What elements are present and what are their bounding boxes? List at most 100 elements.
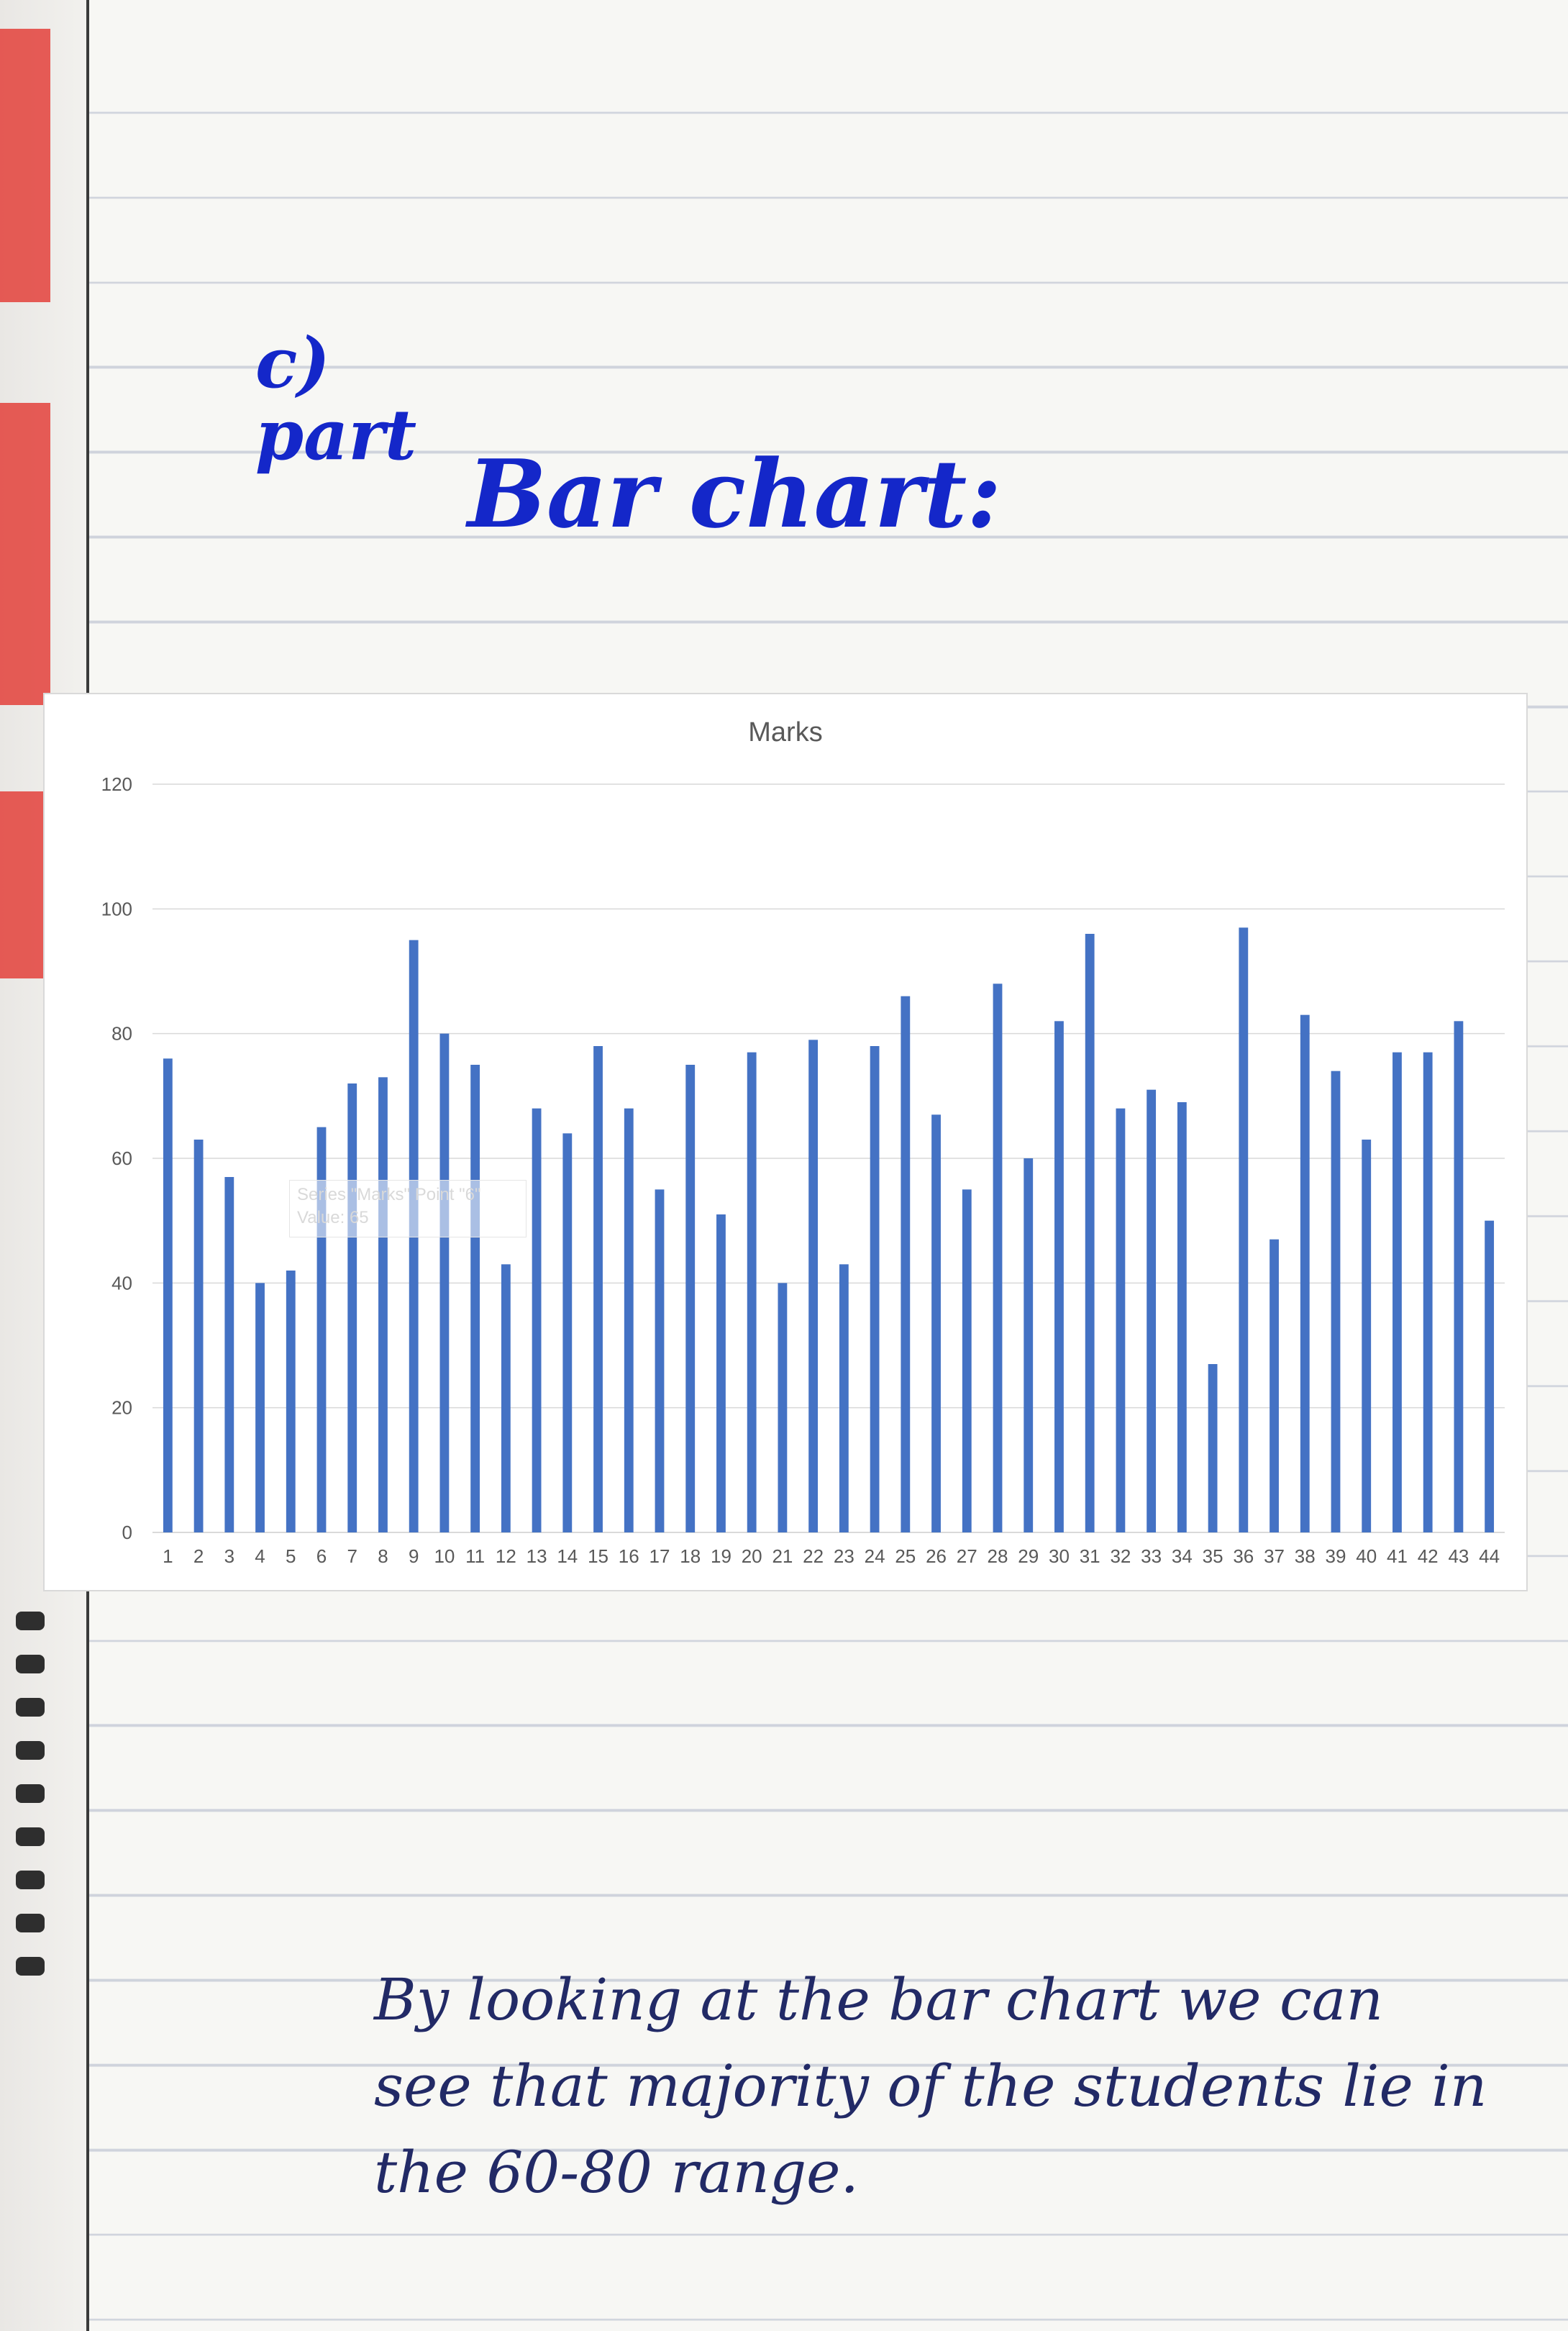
x-tick-label: 26 — [926, 1545, 947, 1567]
x-tick-label: 21 — [772, 1545, 793, 1567]
bar-41[interactable] — [1392, 1052, 1402, 1532]
bar-36[interactable] — [1239, 927, 1249, 1532]
x-tick-label: 17 — [649, 1545, 670, 1567]
bar-30[interactable] — [1054, 1021, 1064, 1532]
x-tick-label: 10 — [434, 1545, 455, 1567]
bar-4[interactable] — [255, 1283, 265, 1532]
bar-38[interactable] — [1300, 1014, 1310, 1532]
x-tick-label: 5 — [286, 1545, 296, 1567]
bar-34[interactable] — [1177, 1102, 1187, 1532]
bar-40[interactable] — [1362, 1140, 1372, 1532]
bar-39[interactable] — [1331, 1071, 1341, 1532]
bar-32[interactable] — [1116, 1108, 1126, 1532]
bar-14[interactable] — [562, 1133, 573, 1532]
binding-hole — [16, 1741, 45, 1760]
bar-27[interactable] — [962, 1189, 972, 1532]
x-tick-label: 30 — [1049, 1545, 1070, 1567]
bar-13[interactable] — [532, 1108, 542, 1532]
bar-15[interactable] — [593, 1046, 603, 1532]
x-tick-label: 42 — [1418, 1545, 1439, 1567]
bar-23[interactable] — [839, 1264, 849, 1532]
x-tick-label: 40 — [1356, 1545, 1377, 1567]
bar-3[interactable] — [224, 1177, 234, 1532]
x-tick-label: 29 — [1018, 1545, 1039, 1567]
bar-37[interactable] — [1270, 1239, 1279, 1532]
heading: Bar chart: — [468, 439, 1002, 549]
bar-10[interactable] — [439, 1033, 450, 1532]
bar-31[interactable] — [1085, 934, 1095, 1532]
bar-24[interactable] — [870, 1046, 880, 1532]
bar-42[interactable] — [1423, 1052, 1433, 1532]
x-tick-label: 24 — [865, 1545, 885, 1567]
bar-8[interactable] — [378, 1077, 388, 1532]
bar-11[interactable] — [470, 1065, 480, 1532]
binding-hole — [16, 1698, 45, 1717]
bar-7[interactable] — [347, 1083, 357, 1532]
bar-1[interactable] — [163, 1058, 173, 1532]
bar-20[interactable] — [747, 1052, 757, 1532]
x-tick-label: 1 — [163, 1545, 173, 1567]
bar-12[interactable] — [501, 1264, 511, 1532]
x-tick-label: 27 — [957, 1545, 977, 1567]
bar-33[interactable] — [1147, 1089, 1157, 1532]
x-tick-label: 13 — [527, 1545, 547, 1567]
x-tick-label: 35 — [1203, 1545, 1223, 1567]
binding-hole — [16, 1827, 45, 1846]
x-tick-label: 33 — [1141, 1545, 1162, 1567]
x-tick-label: 20 — [742, 1545, 762, 1567]
binding-hole — [16, 1914, 45, 1932]
y-tick-label: 120 — [101, 773, 132, 795]
x-tick-label: 2 — [193, 1545, 204, 1567]
bar-26[interactable] — [931, 1114, 941, 1532]
x-tick-label: 38 — [1295, 1545, 1316, 1567]
tooltip-series: Series "Marks" Point "6" — [297, 1185, 481, 1204]
x-tick-label: 22 — [803, 1545, 824, 1567]
binding-hole — [16, 1655, 45, 1673]
x-tick-label: 15 — [588, 1545, 608, 1567]
x-tick-label: 4 — [255, 1545, 265, 1567]
x-tick-label: 32 — [1110, 1545, 1131, 1567]
bar-2[interactable] — [193, 1140, 204, 1532]
binding-hole — [16, 1612, 45, 1630]
bar-19[interactable] — [716, 1214, 726, 1532]
conclusion-text: By looking at the bar chart we can see t… — [374, 1966, 1487, 2206]
bar-18[interactable] — [685, 1065, 696, 1532]
bar-25[interactable] — [901, 996, 911, 1532]
x-tick-label: 14 — [557, 1545, 578, 1567]
binding-hole — [16, 1957, 45, 1976]
conclusion-note: By looking at the bar chart we can see t… — [374, 1957, 1496, 2216]
chart-tooltip: Series "Marks" Point "6" Value: 65 — [289, 1180, 527, 1237]
red-cover-edge — [0, 791, 50, 978]
chart-panel[interactable]: Marks 0 20 40 60 80 100 120 1 2 3 4 5 6 7 8 9 10 11 12 13 14… — [43, 693, 1528, 1591]
x-tick-label: 43 — [1448, 1545, 1469, 1567]
red-cover-edge — [0, 403, 50, 705]
bar-35[interactable] — [1208, 1364, 1218, 1532]
x-tick-label: 28 — [988, 1545, 1008, 1567]
bar-43[interactable] — [1454, 1021, 1464, 1532]
x-tick-label: 3 — [224, 1545, 234, 1567]
x-tick-label: 44 — [1479, 1545, 1500, 1567]
x-tick-label: 12 — [496, 1545, 516, 1567]
y-tick-label: 20 — [111, 1397, 132, 1419]
bar-5[interactable] — [286, 1271, 296, 1532]
bar-28[interactable] — [993, 983, 1003, 1532]
bar-22[interactable] — [808, 1040, 819, 1532]
bar-17[interactable] — [655, 1189, 665, 1532]
y-tick-label: 80 — [111, 1023, 132, 1045]
bar-44[interactable] — [1485, 1220, 1495, 1532]
bar-29[interactable] — [1024, 1158, 1034, 1532]
red-cover-edge — [0, 29, 50, 302]
x-tick-label: 23 — [834, 1545, 854, 1567]
x-tick-label: 18 — [680, 1545, 701, 1567]
x-tick-label: 39 — [1326, 1545, 1346, 1567]
x-tick-label: 11 — [465, 1545, 485, 1567]
y-tick-label: 0 — [122, 1522, 132, 1543]
bar-21[interactable] — [778, 1283, 788, 1532]
tooltip-value: Value: 65 — [297, 1208, 369, 1227]
chart-title: Marks — [748, 717, 822, 748]
x-tick-label: 31 — [1080, 1545, 1100, 1567]
x-tick-label: 25 — [895, 1545, 916, 1567]
bar-16[interactable] — [624, 1108, 634, 1532]
y-tick-label: 100 — [101, 898, 132, 919]
